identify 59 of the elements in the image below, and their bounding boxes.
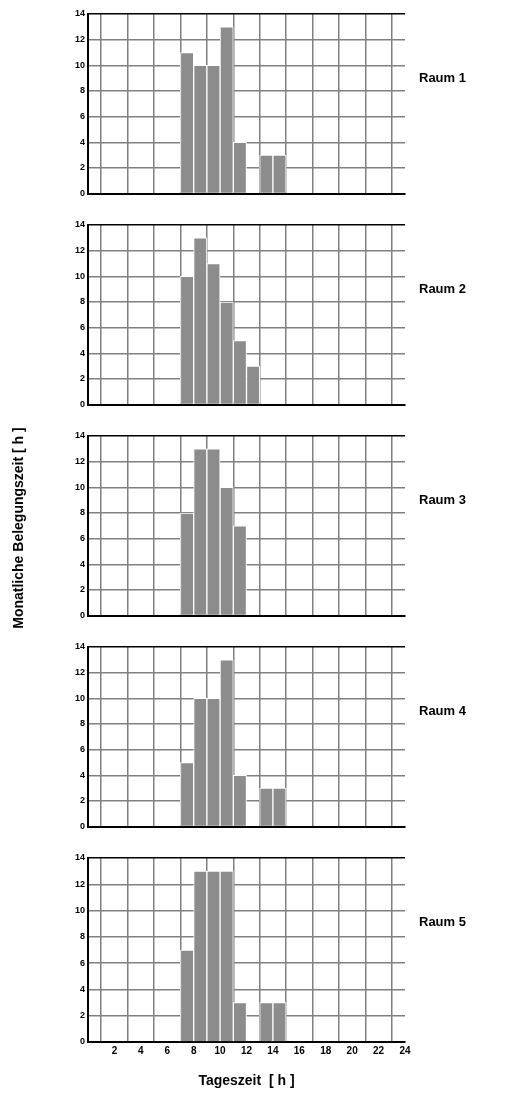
- x-tick-label: 24: [399, 1044, 411, 1056]
- y-tick-label: 12: [74, 667, 85, 678]
- x-tick-label: 10: [214, 1044, 227, 1056]
- x-tick-label: 20: [346, 1044, 359, 1056]
- text: Raum 1: [419, 69, 466, 88]
- y-tick-label: 8: [79, 931, 85, 942]
- y-tick-label: 0: [79, 610, 85, 621]
- y-tick-label: 6: [79, 111, 85, 122]
- y-tick-label: 0: [79, 188, 85, 199]
- text: Raum 5: [419, 913, 466, 932]
- y-tick-label: 8: [79, 507, 85, 518]
- y-tick-label: 12: [74, 878, 85, 889]
- y-tick-label: 8: [79, 718, 85, 729]
- y-tick-label: 4: [79, 558, 85, 569]
- y-tick-label: 14: [74, 219, 85, 230]
- y-tick-label: 8: [79, 296, 85, 307]
- y-tick-label: 4: [79, 769, 85, 780]
- x-tick-label: 8: [190, 1044, 197, 1056]
- x-tick-label: 18: [320, 1044, 332, 1056]
- x-tick-label: 14: [267, 1044, 279, 1056]
- y-tick-label: 0: [79, 399, 85, 410]
- y-tick-label: 12: [74, 34, 85, 45]
- y-tick-label: 14: [74, 430, 85, 441]
- text: Raum 3: [419, 491, 466, 510]
- x-tick-label: 2: [111, 1044, 118, 1056]
- y-tick-label: 12: [74, 245, 85, 256]
- y-tick-label: 10: [74, 692, 85, 703]
- y-tick-label: 14: [74, 8, 85, 19]
- y-tick-label: 4: [79, 136, 85, 147]
- y-tick-label: 6: [79, 322, 85, 333]
- x-axis-title: Tageszeit [ h ]: [198, 1072, 295, 1089]
- y-tick-label: 6: [79, 744, 85, 755]
- y-tick-label: 6: [79, 533, 85, 544]
- y-tick-label: 2: [79, 373, 85, 384]
- text: Raum 4: [419, 702, 466, 721]
- y-tick-label: 4: [79, 983, 85, 994]
- y-tick-label: 6: [79, 957, 85, 968]
- y-tick-label: 8: [79, 85, 85, 96]
- y-tick-label: 10: [74, 270, 85, 281]
- x-tick-label: 16: [293, 1044, 306, 1056]
- y-tick-label: 2: [79, 1010, 85, 1021]
- y-tick-label: 14: [74, 852, 85, 863]
- y-tick-label: 0: [79, 1036, 85, 1047]
- y-axis-title: Monatliche Belegungszeit [ h ]: [9, 427, 27, 629]
- y-tick-label: 2: [79, 795, 85, 806]
- text: Raum 2: [419, 280, 466, 299]
- y-tick-label: 10: [74, 905, 85, 916]
- y-tick-label: 2: [79, 162, 85, 173]
- y-tick-label: 2: [79, 584, 85, 595]
- x-tick-label: 22: [373, 1044, 385, 1056]
- y-tick-label: 0: [79, 821, 85, 832]
- x-tick-label: 4: [138, 1044, 145, 1056]
- y-tick-label: 10: [74, 59, 85, 70]
- y-tick-label: 12: [74, 456, 85, 467]
- x-tick-label: 6: [164, 1044, 171, 1056]
- x-tick-label: 12: [240, 1044, 253, 1056]
- y-tick-label: 10: [74, 481, 85, 492]
- y-tick-label: 14: [74, 641, 85, 652]
- y-tick-label: 4: [79, 347, 85, 358]
